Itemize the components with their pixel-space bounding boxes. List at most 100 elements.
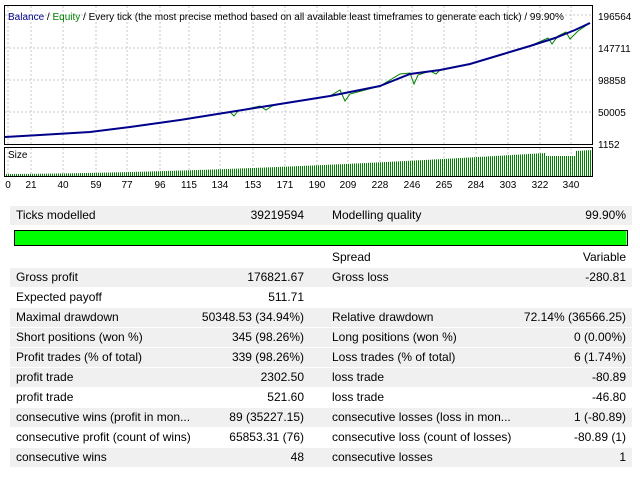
size-bar (300, 166, 301, 176)
x-label-303: 303 (500, 180, 517, 191)
size-bar (174, 170, 175, 176)
size-bar (60, 173, 61, 176)
size-bar (142, 171, 143, 176)
x-label-40: 40 (57, 180, 69, 191)
size-bar (420, 160, 421, 176)
size-bar (314, 165, 315, 176)
row-value-right: 6 (1.74%) (573, 350, 626, 364)
size-bar (306, 165, 307, 176)
row-label-left: Short positions (won %) (16, 330, 143, 344)
size-bar (334, 164, 335, 176)
size-bar (52, 173, 53, 176)
size-bar (256, 167, 257, 176)
size-bar (72, 173, 73, 176)
size-bar (442, 159, 443, 176)
row-value-left: 65853.31 (76) (229, 430, 304, 444)
size-bar (198, 169, 199, 176)
y-label-5: 1152 (598, 140, 620, 151)
size-bar (342, 164, 343, 176)
x-label-190: 190 (309, 180, 326, 191)
size-bar (98, 172, 99, 176)
size-bar (380, 162, 381, 176)
size-bar (514, 154, 515, 176)
size-bar (186, 170, 187, 176)
size-bar (202, 169, 203, 176)
size-bar (402, 161, 403, 176)
report-row: profit trade 2302.50 loss trade -80.89 (10, 368, 632, 387)
size-bar (502, 155, 503, 176)
size-bar (36, 173, 37, 176)
size-bar (414, 160, 415, 176)
size-bar (568, 156, 569, 176)
size-bar (404, 161, 405, 176)
size-bar (376, 162, 377, 176)
size-bar (392, 161, 393, 176)
size-bar (340, 164, 341, 176)
size-bar (260, 167, 261, 176)
size-bar (262, 167, 263, 176)
size-bar (390, 161, 391, 176)
size-bar (406, 160, 407, 176)
size-bar (368, 162, 369, 176)
size-bar (80, 173, 81, 176)
size-bar (566, 156, 567, 176)
chart-legend: Balance / Equity / Every tick (the most … (8, 12, 564, 23)
row-label-left: consecutive wins (profit in mon... (16, 410, 191, 424)
report-row: Profit trades (% of total) 339 (98.26%) … (10, 348, 632, 367)
size-bar (64, 173, 65, 176)
size-bar (310, 165, 311, 176)
y-label-2: 147711 (598, 44, 631, 55)
size-bar (18, 173, 19, 176)
ticks-modelled-label: Ticks modelled (16, 208, 96, 222)
size-bar (338, 164, 339, 176)
size-bar (270, 167, 271, 176)
size-bar (350, 163, 351, 176)
row-label-left: profit trade (16, 370, 74, 384)
size-bar (20, 173, 21, 176)
size-bar (496, 155, 497, 176)
size-bar (238, 168, 239, 176)
size-bar (328, 164, 329, 176)
size-bar (42, 173, 43, 176)
size-bar (14, 173, 15, 176)
row-value-left: 48 (290, 450, 304, 464)
x-label-21: 21 (25, 180, 37, 191)
size-bar (70, 173, 71, 176)
size-bar (128, 172, 129, 176)
y-label-3: 98858 (598, 76, 626, 87)
size-bar (118, 172, 119, 176)
size-bar (354, 163, 355, 176)
report-row: Maximal drawdown 50348.53 (34.94%) Relat… (10, 308, 632, 327)
legend-separator: / (44, 12, 52, 23)
size-bar (330, 164, 331, 176)
size-bars (6, 150, 591, 176)
size-bar (112, 172, 113, 176)
x-label-134: 134 (212, 180, 229, 191)
size-bar (522, 154, 523, 176)
size-bar (574, 156, 575, 176)
report-row: Gross profit 176821.67 Gross loss -280.8… (10, 268, 632, 287)
size-bar (512, 154, 513, 176)
size-bar (382, 162, 383, 176)
size-bar (572, 156, 573, 176)
size-bar (472, 157, 473, 176)
size-bar (526, 154, 527, 176)
size-bar (76, 173, 77, 176)
size-bar (216, 169, 217, 176)
row-value-right: -80.89 (1) (573, 430, 626, 444)
spread-value: Variable (582, 250, 626, 264)
size-bar (500, 155, 501, 176)
size-bar (452, 158, 453, 176)
size-bar (224, 169, 225, 176)
size-bar (312, 165, 313, 176)
size-bar (264, 167, 265, 176)
row-label-right: consecutive losses (loss in mon... (332, 410, 511, 424)
size-bar (278, 166, 279, 176)
x-label-115: 115 (181, 180, 197, 191)
size-bar (34, 173, 35, 176)
row-label-right (332, 288, 512, 307)
size-bar (322, 165, 323, 176)
size-bar (456, 158, 457, 176)
row-value-right: -280.81 (585, 270, 626, 284)
x-label-265: 265 (436, 180, 453, 191)
